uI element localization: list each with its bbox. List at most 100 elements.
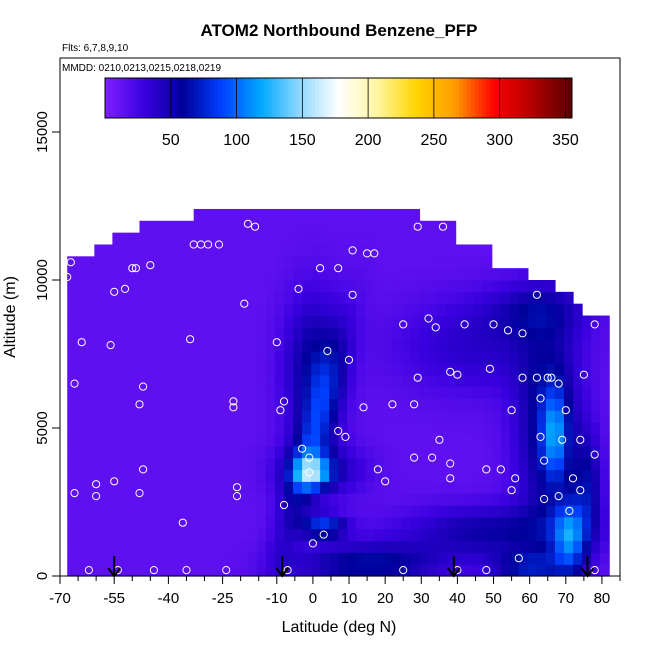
heatmap-cell bbox=[509, 469, 520, 482]
colorbar-segment bbox=[486, 78, 491, 118]
heatmap-cell bbox=[220, 351, 231, 364]
heatmap-cell bbox=[121, 280, 132, 293]
heatmap-cell bbox=[491, 422, 502, 435]
heatmap-cell bbox=[392, 386, 403, 399]
heatmap-cell bbox=[518, 315, 529, 328]
heatmap-cell bbox=[365, 291, 375, 305]
heatmap-cell bbox=[202, 445, 213, 459]
heatmap-cell bbox=[220, 469, 231, 482]
heatmap-cell bbox=[175, 398, 186, 411]
heatmap-cell bbox=[311, 232, 321, 246]
colorbar-segment bbox=[248, 78, 254, 118]
heatmap-cell bbox=[166, 244, 177, 257]
heatmap-cell bbox=[600, 516, 610, 530]
heatmap-cell bbox=[103, 280, 113, 293]
heatmap-cell bbox=[338, 457, 348, 471]
colorbar-segment bbox=[498, 78, 503, 118]
heatmap-cell bbox=[582, 398, 592, 411]
heatmap-cell bbox=[527, 445, 538, 459]
heatmap-cell bbox=[193, 268, 204, 281]
heatmap-cell bbox=[527, 504, 538, 518]
heatmap-cell bbox=[518, 291, 529, 305]
heatmap-cell bbox=[446, 469, 457, 482]
heatmap-cell bbox=[509, 516, 520, 530]
heatmap-cell bbox=[274, 362, 285, 376]
heatmap-cell bbox=[428, 457, 439, 471]
heatmap-cell bbox=[112, 362, 123, 376]
heatmap-cell bbox=[293, 208, 303, 222]
heatmap-cell bbox=[428, 481, 439, 494]
heatmap-cell bbox=[302, 362, 312, 376]
heatmap-cell bbox=[392, 493, 403, 506]
heatmap-cell bbox=[356, 362, 366, 376]
heatmap-cell bbox=[446, 410, 457, 423]
heatmap-cell bbox=[338, 445, 348, 459]
heatmap-cell bbox=[564, 398, 574, 411]
heatmap-cell bbox=[175, 540, 186, 553]
heatmap-cell bbox=[121, 516, 132, 530]
heatmap-cell bbox=[175, 469, 186, 482]
heatmap-cell bbox=[67, 256, 77, 269]
heatmap-cell bbox=[392, 504, 403, 518]
heatmap-cell bbox=[247, 339, 258, 352]
heatmap-cell bbox=[527, 327, 538, 340]
heatmap-cell bbox=[482, 552, 493, 565]
heatmap-cell bbox=[464, 422, 475, 435]
heatmap-cell bbox=[256, 386, 267, 399]
heatmap-cell bbox=[302, 291, 312, 305]
heatmap-cell bbox=[166, 469, 177, 482]
heatmap-cell bbox=[193, 457, 204, 471]
heatmap-cell bbox=[365, 493, 375, 506]
heatmap-cell bbox=[383, 469, 393, 482]
heatmap-cell bbox=[509, 564, 520, 577]
heatmap-cell bbox=[564, 422, 574, 435]
heatmap-cell bbox=[509, 398, 520, 411]
sample-point bbox=[511, 474, 520, 483]
heatmap-cell bbox=[247, 327, 258, 340]
heatmap-cell bbox=[130, 362, 141, 376]
heatmap-cell bbox=[211, 351, 222, 364]
heatmap-cell bbox=[220, 457, 231, 471]
heatmap-cell bbox=[302, 303, 312, 317]
heatmap-cell bbox=[527, 422, 538, 435]
heatmap-cell bbox=[573, 398, 583, 411]
heatmap-cell bbox=[293, 481, 303, 494]
heatmap-cell bbox=[157, 481, 168, 494]
heatmap-cell bbox=[573, 303, 583, 317]
x-tick-label: -25 bbox=[212, 590, 234, 607]
heatmap-cell bbox=[419, 493, 430, 506]
heatmap-cell bbox=[148, 244, 159, 257]
heatmap-cell bbox=[157, 374, 168, 388]
heatmap-cell bbox=[94, 362, 104, 376]
heatmap-cell bbox=[473, 362, 484, 376]
heatmap-cell bbox=[482, 445, 493, 459]
heatmap-cell bbox=[284, 291, 294, 305]
heatmap-cell bbox=[437, 327, 448, 340]
heatmap-cell bbox=[94, 351, 104, 364]
heatmap-cell bbox=[229, 552, 240, 565]
heatmap-cell bbox=[591, 398, 601, 411]
sample-point bbox=[482, 566, 491, 575]
heatmap-cell bbox=[338, 469, 348, 482]
heatmap-cell bbox=[112, 268, 123, 281]
heatmap-cell bbox=[293, 469, 303, 482]
sample-point bbox=[431, 323, 440, 332]
heatmap-cell bbox=[564, 457, 574, 471]
heatmap-cell bbox=[356, 386, 366, 399]
heatmap-cell bbox=[320, 280, 330, 293]
heatmap-cell bbox=[527, 303, 538, 317]
heatmap-cell bbox=[247, 457, 258, 471]
colorbar-segment bbox=[342, 78, 347, 118]
heatmap-cell bbox=[166, 268, 177, 281]
heatmap-cell bbox=[320, 410, 330, 423]
heatmap-cell bbox=[374, 552, 384, 565]
heatmap-cell bbox=[545, 327, 556, 340]
heatmap-cell bbox=[482, 516, 493, 530]
heatmap-cell bbox=[157, 469, 168, 482]
heatmap-cell bbox=[247, 220, 258, 234]
heatmap-cell bbox=[139, 339, 150, 352]
heatmap-cell bbox=[166, 315, 177, 328]
sample-point bbox=[222, 566, 231, 575]
heatmap-cell bbox=[329, 268, 339, 281]
heatmap-cell bbox=[455, 303, 466, 317]
